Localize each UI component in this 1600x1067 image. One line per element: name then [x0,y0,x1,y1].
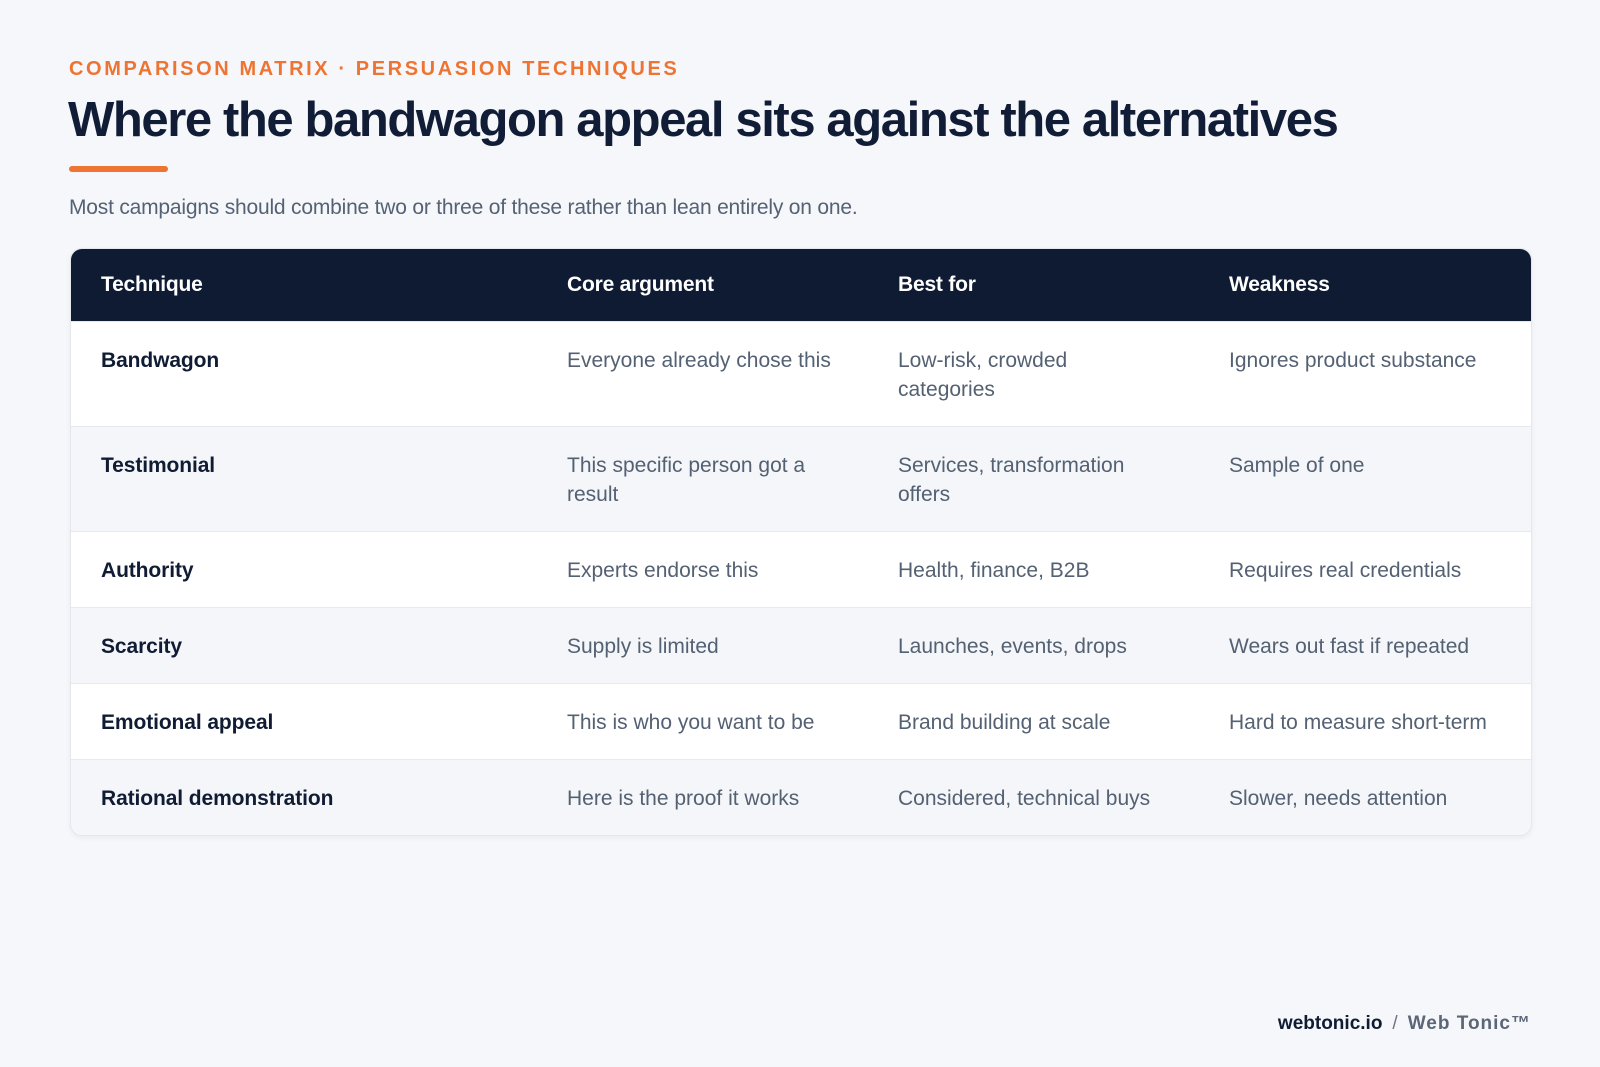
comparison-table: Technique Core argument Best for Weaknes… [70,248,1532,836]
page-title: Where the bandwagon appeal sits against … [68,93,1339,147]
weakness-cell: Sample of one [1229,454,1365,477]
table-row: Authority Experts endorse this Health, f… [71,531,1531,607]
weakness-cell: Slower, needs attention [1229,787,1448,810]
column-header-best-for: Best for [898,273,976,296]
best-for-cell: Low-risk, crowded categories [898,349,1068,401]
best-for-cell: Services, transformation offers [898,454,1125,506]
core-argument-cell: This is who you want to be [567,711,815,734]
core-argument-cell: Experts endorse this [567,559,759,582]
footer-domain-link[interactable]: webtonic.io [1277,1013,1383,1034]
column-header-core-argument: Core argument [567,273,714,296]
technique-name: Scarcity [101,635,182,658]
technique-name: Bandwagon [101,349,220,372]
footer-credit: webtonic.io / Web Tonic™ [1278,1013,1531,1035]
technique-name: Rational demonstration [101,787,334,810]
core-argument-cell: Supply is limited [567,635,719,658]
best-for-cell: Brand building at scale [898,711,1111,734]
table-row: Bandwagon Everyone already chose this Lo… [71,321,1531,426]
table-header-row: Technique Core argument Best for Weaknes… [71,249,1531,321]
eyebrow-label: COMPARISON MATRIX · PERSUASION TECHNIQUE… [69,58,680,80]
core-argument-cell: Everyone already chose this [567,349,831,372]
footer-separator: / [1392,1013,1398,1034]
technique-name: Authority [101,559,194,582]
table-row: Scarcity Supply is limited Launches, eve… [71,607,1531,683]
table-row: Emotional appeal This is who you want to… [71,683,1531,759]
table-row: Testimonial This specific person got a r… [71,426,1531,531]
weakness-cell: Hard to measure short-term [1229,711,1487,734]
best-for-cell: Launches, events, drops [898,635,1127,658]
footer-brand-name: Web Tonic™ [1407,1013,1531,1034]
column-header-weakness: Weakness [1229,273,1330,296]
weakness-cell: Ignores product substance [1229,349,1477,372]
weakness-cell: Wears out fast if repeated [1229,635,1470,658]
technique-name: Emotional appeal [101,711,274,734]
technique-name: Testimonial [101,454,216,477]
core-argument-cell: This specific person got a result [567,454,806,506]
core-argument-cell: Here is the proof it works [567,787,800,810]
page-subtitle: Most campaigns should combine two or thr… [69,196,858,219]
weakness-cell: Requires real credentials [1229,559,1462,582]
best-for-cell: Considered, technical buys [898,787,1151,810]
table-row: Rational demonstration Here is the proof… [71,759,1531,835]
best-for-cell: Health, finance, B2B [898,559,1090,582]
column-header-technique: Technique [101,273,203,296]
title-accent-rule [69,166,168,172]
